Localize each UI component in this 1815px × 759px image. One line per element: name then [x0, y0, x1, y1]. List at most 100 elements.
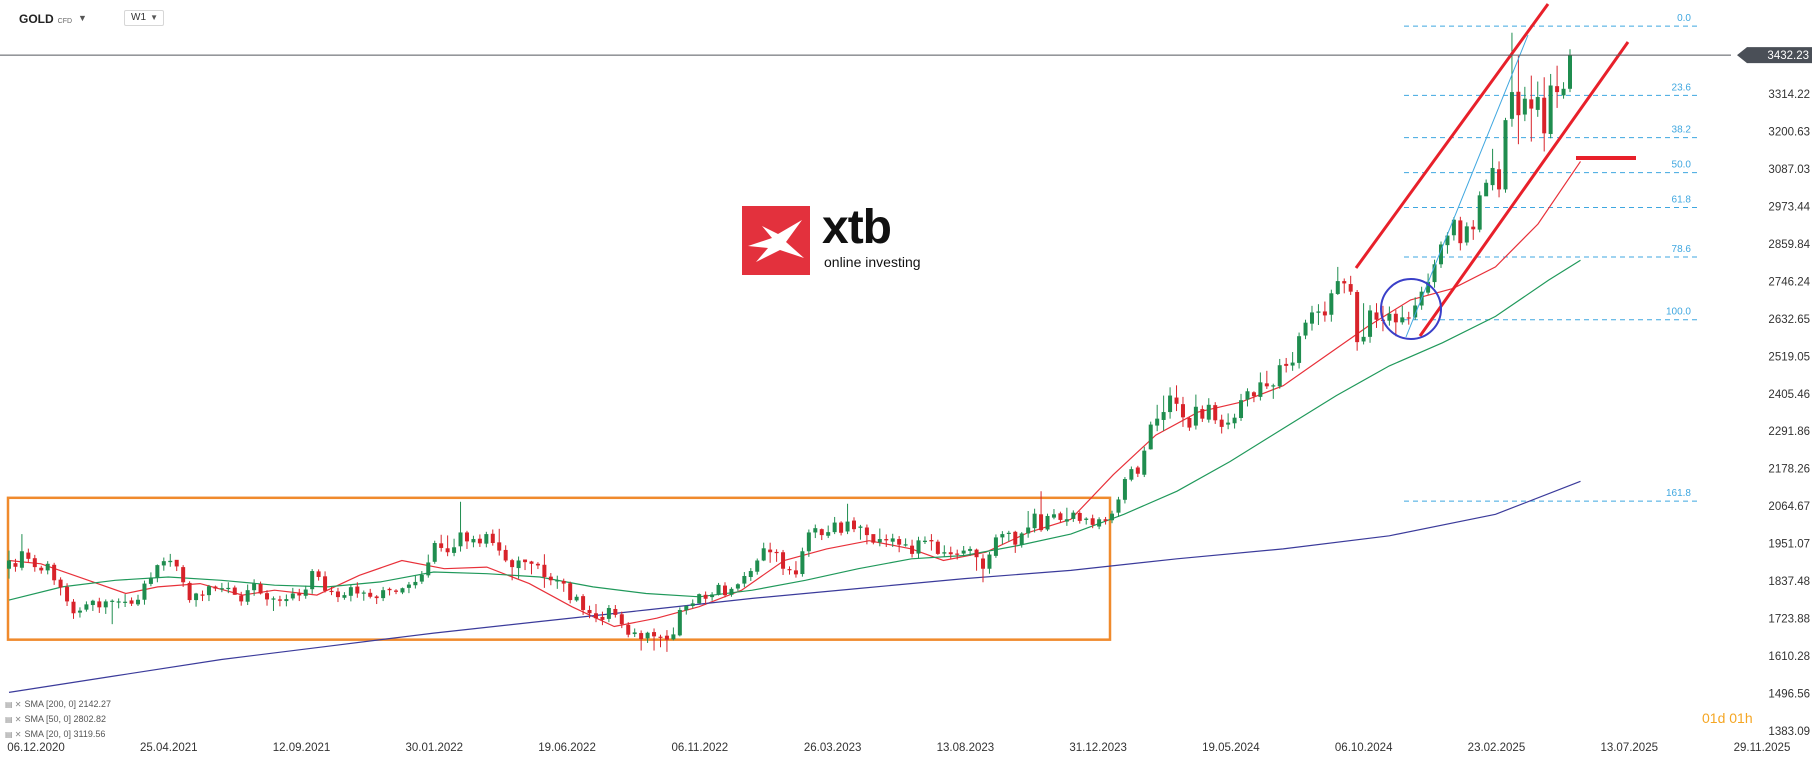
- candle: [142, 580, 147, 605]
- candle-body: [1232, 417, 1237, 424]
- candle: [884, 534, 889, 547]
- candle-body: [529, 561, 534, 564]
- candle: [1219, 414, 1224, 434]
- candle: [219, 582, 224, 593]
- candle: [1187, 416, 1192, 431]
- candle: [213, 585, 218, 592]
- xtb-logo-icon: [742, 206, 810, 275]
- candle: [787, 566, 792, 575]
- candle: [65, 583, 70, 607]
- candle: [645, 631, 650, 643]
- fibonacci-levels-layer: 0.0 23.6 38.2 50.0 61.8 78.6 100.0 161.8: [1404, 13, 1698, 502]
- candle-body: [258, 583, 263, 594]
- candle-body: [32, 558, 37, 568]
- candle-body: [490, 533, 495, 544]
- candle-body: [1200, 409, 1205, 419]
- candle: [90, 599, 95, 611]
- indicator-settings-icon[interactable]: ▤ ✕: [5, 715, 22, 724]
- candle: [490, 529, 495, 546]
- candle: [910, 539, 915, 558]
- candle-body: [671, 634, 676, 640]
- candle: [1406, 311, 1411, 325]
- candle-body: [335, 591, 340, 598]
- candle-body: [1426, 281, 1431, 293]
- candle-body: [1000, 534, 1005, 538]
- symbol-dropdown-icon[interactable]: ▼: [78, 13, 87, 23]
- candle: [1077, 511, 1082, 524]
- legend-sma-20[interactable]: ▤ ✕ SMA [20, 0] 3119.56: [5, 729, 106, 739]
- timeframe-selector[interactable]: W1 ▼: [124, 10, 164, 26]
- candle-body: [90, 600, 95, 606]
- candle: [1471, 220, 1476, 240]
- candle: [277, 595, 282, 607]
- candle: [1148, 421, 1153, 450]
- candle-body: [1148, 424, 1153, 450]
- fib-level-label: 38.2: [1672, 125, 1692, 136]
- candle: [1484, 179, 1489, 197]
- candle: [1361, 303, 1366, 345]
- candle: [1432, 259, 1437, 288]
- indicator-settings-icon[interactable]: ▤ ✕: [5, 700, 22, 709]
- candle: [226, 582, 231, 594]
- candle: [606, 605, 611, 623]
- candle: [103, 599, 108, 614]
- candle: [1561, 82, 1566, 99]
- candle: [323, 571, 328, 593]
- x-axis-tick-label: 23.02.2025: [1468, 742, 1526, 754]
- candle: [1006, 530, 1011, 542]
- candle-body: [1400, 317, 1405, 323]
- candle: [574, 594, 579, 602]
- candle-body: [1264, 383, 1269, 387]
- indicator-settings-icon[interactable]: ▤ ✕: [5, 730, 22, 739]
- candle: [271, 596, 276, 611]
- candle: [1258, 372, 1263, 401]
- candle: [1103, 516, 1108, 525]
- candle: [290, 587, 295, 601]
- candle-body: [374, 596, 379, 599]
- candle: [581, 594, 586, 615]
- candle-body: [1303, 322, 1308, 336]
- candle: [871, 534, 876, 545]
- candle-body: [84, 604, 89, 610]
- candle-body: [1471, 226, 1476, 230]
- candle: [613, 605, 618, 618]
- candle-body: [1484, 182, 1489, 197]
- candle: [413, 575, 418, 589]
- candle-body: [955, 553, 960, 555]
- last-price-tag: 3432.23: [1737, 47, 1812, 64]
- candle-body: [277, 599, 282, 601]
- last-price-tag-text: 3432.23: [1767, 50, 1809, 62]
- candle: [639, 630, 644, 651]
- candle: [1303, 319, 1308, 340]
- candle: [1213, 402, 1218, 424]
- candle-body: [1458, 220, 1463, 244]
- candle-body: [587, 609, 592, 614]
- candle-body: [600, 616, 605, 620]
- legend-sma-50[interactable]: ▤ ✕ SMA [50, 0] 2802.82: [5, 714, 107, 724]
- candle: [1329, 289, 1334, 322]
- candle: [1000, 531, 1005, 545]
- candle-body: [464, 532, 469, 542]
- candle-body: [516, 560, 521, 569]
- candle-body: [968, 548, 973, 551]
- candle-body: [65, 586, 70, 602]
- candle-body: [1432, 264, 1437, 283]
- candle-body: [1316, 311, 1321, 313]
- candle-body: [71, 601, 76, 614]
- candle: [897, 536, 902, 553]
- candle-body: [1555, 86, 1560, 93]
- candle: [961, 545, 966, 556]
- symbol-selector[interactable]: GOLD CFD: [19, 12, 72, 26]
- candle: [1516, 55, 1521, 145]
- candle-body: [1193, 406, 1198, 426]
- candle-body: [110, 600, 115, 602]
- candle-body: [677, 609, 682, 636]
- candle-body: [787, 569, 792, 571]
- candle: [832, 516, 837, 535]
- candle-body: [1438, 244, 1443, 265]
- candle-body: [793, 570, 798, 575]
- legend-sma-200[interactable]: ▤ ✕ SMA [200, 0] 2142.27: [5, 699, 112, 709]
- candle-body: [948, 552, 953, 555]
- candle: [1264, 370, 1269, 389]
